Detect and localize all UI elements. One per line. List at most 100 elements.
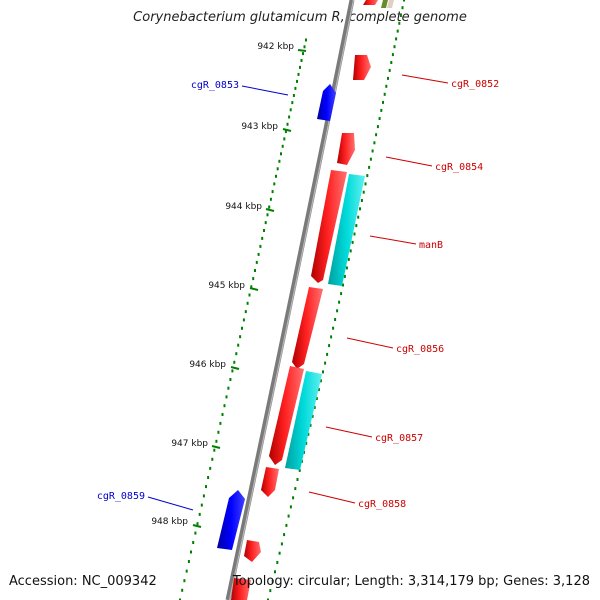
track-dot [221, 413, 224, 416]
track-dot [391, 53, 394, 57]
track-dot [269, 589, 272, 593]
rna-manB[interactable] [328, 174, 365, 286]
accession-text: Accession: NC_009342 [9, 574, 157, 589]
track-dot [403, 0, 405, 2]
track-dot [347, 257, 350, 261]
track-dot [338, 300, 341, 304]
track-dot [297, 72, 300, 76]
label-cgR_0856[interactable]: cgR_0856 [396, 344, 444, 355]
track-dot [283, 533, 286, 537]
track-dot [364, 182, 367, 186]
track-dot [250, 285, 253, 289]
track-dot [298, 468, 301, 472]
track-dot [183, 579, 186, 583]
label-cgR_0857[interactable]: cgR_0857 [375, 433, 423, 444]
topology-text: Topology: circular; Length: 3,314,179 bp… [232, 574, 590, 589]
track-dot [200, 503, 203, 507]
track-dot [292, 496, 295, 500]
track-dot [388, 68, 391, 72]
tick-mark-945 [249, 287, 259, 291]
rna-cgR_0857[interactable] [285, 371, 322, 470]
gene-cgR_0853[interactable] [317, 84, 336, 121]
track-dot [217, 430, 220, 434]
tick-label-944: 944 kbp [225, 202, 262, 212]
track-dot [276, 167, 279, 171]
track-dot [334, 318, 337, 321]
track-dot [181, 588, 184, 592]
track-dot [219, 421, 222, 425]
track-dot [385, 84, 388, 88]
leader-cgR_0852 [401, 74, 449, 84]
leader-cgR_0856 [346, 337, 394, 349]
track-dot [283, 137, 286, 141]
track-dot [229, 378, 232, 381]
track-dot [305, 38, 307, 42]
track-dot [345, 266, 348, 270]
track-dot [380, 108, 383, 112]
label-cgR_0859[interactable]: cgR_0859 [97, 491, 145, 502]
track-dot [280, 152, 282, 156]
track-dot [395, 37, 398, 41]
track-dot [349, 249, 352, 253]
track-dot [231, 369, 234, 373]
track-dot [303, 45, 306, 49]
gene-manB[interactable] [311, 170, 347, 283]
track-dot [266, 213, 269, 217]
track-dot [194, 531, 197, 535]
track-dot [281, 144, 284, 148]
track-dot [207, 476, 210, 479]
label-cgR_0858[interactable]: cgR_0858 [358, 499, 406, 510]
track-dot [332, 326, 335, 330]
track-dot [307, 432, 310, 436]
track-dot [317, 388, 320, 392]
genome-backbone-highlight [228, 0, 355, 600]
gene-cgR_0857[interactable] [269, 366, 304, 465]
gene-cgR_0859[interactable] [217, 490, 245, 550]
track-dot [190, 550, 192, 554]
track-dot [235, 352, 238, 356]
track-dot [280, 542, 283, 546]
track-dot [340, 292, 343, 296]
gene-cgR_0852[interactable] [353, 55, 371, 80]
track-dot [309, 423, 312, 427]
inner-tick-track [179, 38, 307, 600]
track-dot [398, 21, 401, 25]
track-dot [271, 579, 274, 583]
label-manB[interactable]: manB [419, 240, 443, 251]
gene-cgR_0858[interactable] [261, 467, 279, 497]
track-dot [360, 199, 363, 202]
track-dot [319, 379, 322, 383]
track-dot [263, 229, 265, 232]
tick-mark-943 [282, 128, 292, 132]
track-dot [187, 560, 190, 563]
track-dot [305, 441, 308, 445]
track-dot [324, 361, 327, 365]
track-dot [223, 404, 226, 408]
track-dot [244, 310, 247, 314]
track-dot [278, 159, 281, 163]
track-dot [248, 293, 251, 297]
track-dot [396, 29, 399, 33]
track-dot [368, 165, 371, 169]
leader-cgR_0857 [325, 426, 373, 438]
label-cgR_0854[interactable]: cgR_0854 [435, 162, 483, 173]
label-cgR_0853[interactable]: cgR_0853 [191, 80, 239, 91]
label-cgR_0852[interactable]: cgR_0852 [451, 79, 499, 90]
track-dot [342, 283, 344, 287]
track-dot [264, 221, 267, 225]
track-dot [362, 190, 365, 194]
track-dot [291, 101, 294, 105]
track-dot [315, 397, 318, 400]
track-dot [233, 360, 236, 364]
track-dot [225, 395, 228, 399]
track-dot [313, 405, 316, 409]
track-dot [242, 318, 245, 322]
track-dot [399, 14, 402, 17]
tick-mark-948 [192, 524, 202, 528]
gene-cgR_0854[interactable] [337, 133, 355, 165]
gene-cgR_0856[interactable] [292, 287, 323, 369]
track-dot [192, 541, 195, 544]
track-dot [328, 344, 331, 348]
gene-labels: cgR_0852 cgR_0853 cgR_0854 manB cgR_0856… [97, 74, 499, 511]
track-dot [209, 466, 212, 470]
